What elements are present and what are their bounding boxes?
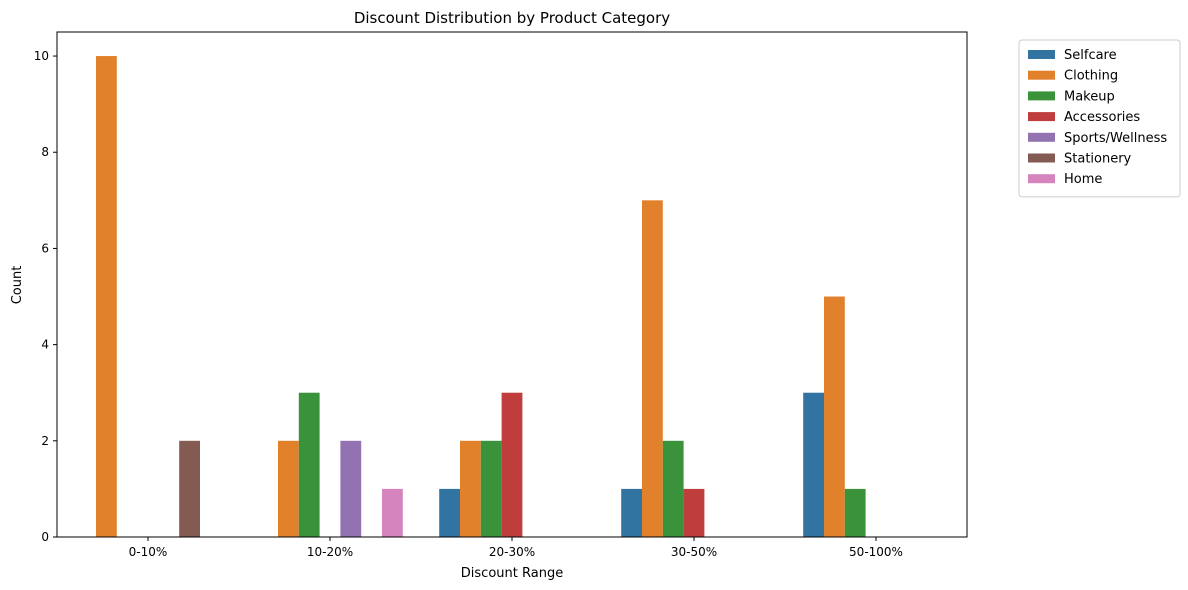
bar-clothing-2 bbox=[460, 440, 481, 537]
bar-makeup-4 bbox=[844, 488, 866, 537]
bar-makeup-3 bbox=[662, 440, 684, 537]
y-tick-label: 10 bbox=[34, 49, 49, 63]
x-tick-label: 50-100% bbox=[849, 545, 903, 559]
x-tick-label: 10-20% bbox=[307, 545, 353, 559]
y-tick-label: 2 bbox=[41, 434, 49, 448]
legend-label-home: Home bbox=[1064, 172, 1102, 187]
x-tick-label: 20-30% bbox=[489, 545, 535, 559]
bar-selfcare-3 bbox=[621, 488, 642, 537]
legend-swatch-accessories bbox=[1028, 112, 1055, 122]
legend-swatch-selfcare bbox=[1028, 50, 1055, 59]
y-tick-label: 4 bbox=[41, 338, 49, 352]
legend: Selfcare Clothing Makeup Accessories Sports/… bbox=[1018, 39, 1181, 198]
x-tick-label: 30-50% bbox=[671, 545, 717, 559]
legend-label-sports-wellness: Sports/Wellness bbox=[1064, 131, 1167, 146]
legend-frame bbox=[1018, 39, 1181, 198]
legend-swatch-home bbox=[1028, 174, 1055, 184]
bar-clothing-4 bbox=[824, 296, 845, 537]
legend-swatch-makeup bbox=[1028, 91, 1055, 101]
legend-label-stationery: Stationery bbox=[1064, 152, 1132, 167]
x-axis: 0-10% 10-20% 20-30% 30-50% 50-100% bbox=[129, 537, 903, 559]
bar-selfcare-4 bbox=[803, 392, 824, 537]
legend-label-accessories: Accessories bbox=[1064, 110, 1140, 125]
bar-home-1 bbox=[382, 488, 403, 537]
legend-swatch-sports-wellness bbox=[1028, 132, 1055, 142]
bar-clothing-1 bbox=[278, 440, 299, 537]
bar-accessories-3 bbox=[683, 488, 705, 537]
y-tick-label: 8 bbox=[41, 145, 49, 159]
bar-makeup-2 bbox=[480, 440, 502, 537]
bar-stationery-0 bbox=[179, 440, 200, 537]
legend-swatch-stationery bbox=[1028, 153, 1055, 163]
x-axis-label: Discount Range bbox=[461, 566, 563, 581]
legend-label-makeup: Makeup bbox=[1064, 89, 1115, 104]
y-axis-label: Count bbox=[10, 266, 25, 305]
bar-makeup-1 bbox=[298, 392, 320, 537]
x-tick-label: 0-10% bbox=[129, 545, 168, 559]
bars-group bbox=[96, 56, 866, 538]
legend-label-clothing: Clothing bbox=[1064, 69, 1118, 84]
y-tick-label: 6 bbox=[41, 241, 49, 255]
y-axis: 0 2 4 6 8 10 bbox=[34, 49, 57, 544]
y-tick-label: 0 bbox=[41, 530, 49, 544]
chart-title: Discount Distribution by Product Categor… bbox=[354, 9, 670, 27]
bar-clothing-0 bbox=[96, 56, 117, 538]
bar-accessories-2 bbox=[501, 392, 523, 537]
legend-swatch-clothing bbox=[1028, 70, 1055, 80]
bar-selfcare-2 bbox=[439, 488, 460, 537]
bar-clothing-3 bbox=[642, 200, 663, 537]
legend-label-selfcare: Selfcare bbox=[1064, 48, 1117, 63]
bar-sports-wellness-1 bbox=[340, 440, 362, 537]
